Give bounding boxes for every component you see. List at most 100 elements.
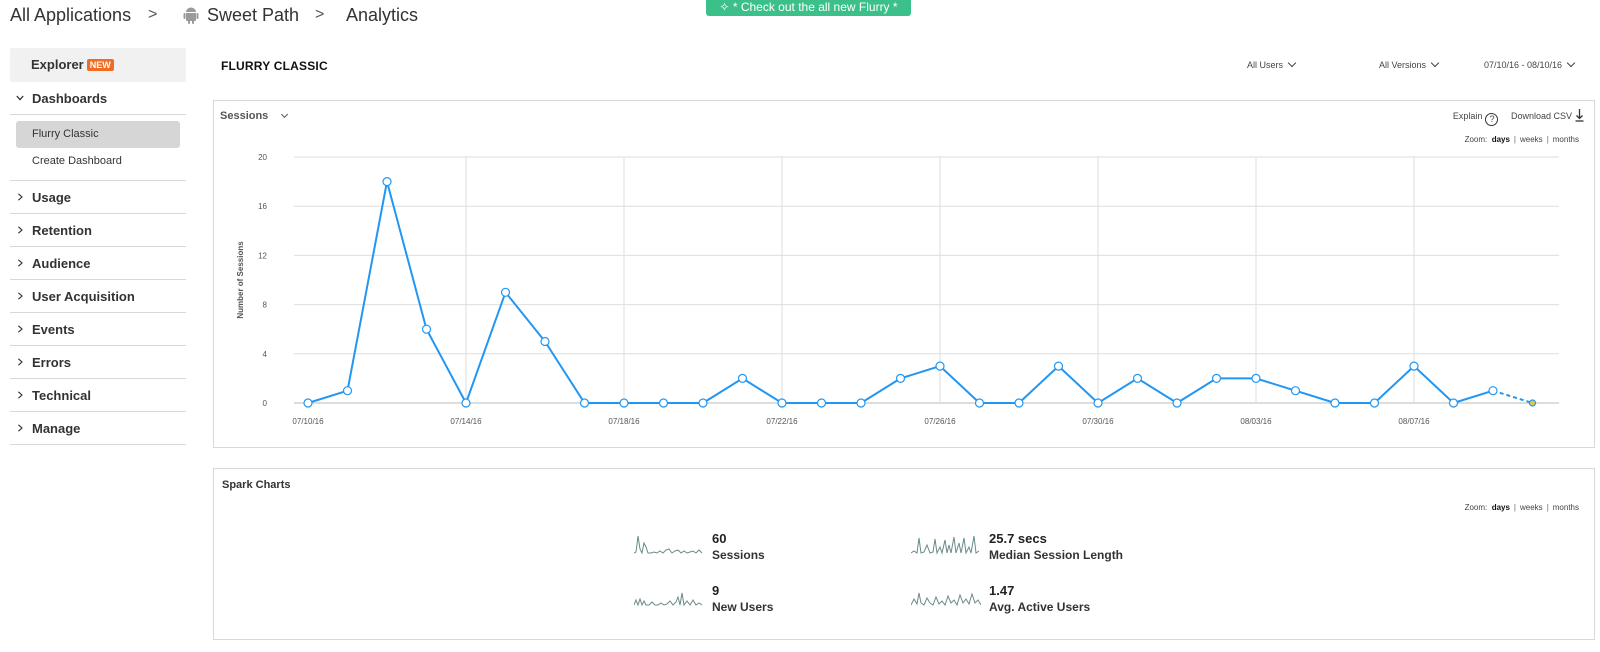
y-tick-label: 4 [263,350,268,359]
spark-value: 9 [712,583,720,598]
download-csv-link[interactable]: Download CSV [1511,109,1584,122]
help-icon: ? [1485,113,1499,126]
spark-avg-active-users[interactable]: 1.47 Avg. Active Users [911,583,1191,625]
sidebar-section-label: Usage [32,190,72,205]
zoom-label: Zoom: [1464,503,1488,512]
sparkline [911,592,981,607]
metric-dropdown[interactable]: Sessions [220,110,289,122]
sidebar-section-usage[interactable]: Usage [10,181,186,214]
sidebar-section-label: Events [32,322,75,337]
spark-sessions[interactable]: 60 Sessions [634,531,914,573]
chevron-right-icon [18,391,23,399]
y-tick-label: 0 [263,399,268,408]
chevron-right-icon [18,193,23,201]
sidebar-section-label: User Acquisition [32,289,135,304]
chevron-down-icon [1430,58,1440,68]
breadcrumb-all-applications[interactable]: All Applications [10,5,132,25]
data-point [540,336,550,347]
chevron-right-icon [18,325,23,333]
spark-label: Avg. Active Users [989,600,1091,614]
data-point [777,398,787,408]
data-point [1330,398,1340,408]
zoom-divider: | [1546,503,1549,512]
spark-median-session-length[interactable]: 25.7 secs Median Session Length [911,531,1191,573]
chevron-down-icon [1287,58,1297,68]
zoom-divider: | [1546,135,1549,144]
page-title: FLURRY CLASSIC [221,59,328,73]
zoom-months[interactable]: months [1552,135,1579,144]
promo-banner[interactable]: ✧ * Check out the all new Flurry * [706,0,911,16]
zoom-days[interactable]: days [1491,503,1510,512]
sparkline [911,535,980,555]
series-line [307,180,1494,404]
data-point [579,398,590,408]
spark-value: 1.47 [989,583,1015,598]
data-point [303,398,313,408]
spark-charts-title: Spark Charts [222,479,291,491]
sidebar-section-errors[interactable]: Errors [10,346,186,379]
users-filter[interactable]: All Users [1247,58,1297,70]
sidebar-section-user-acquisition[interactable]: User Acquisition [10,280,186,313]
chevron-down-icon [1566,58,1576,68]
y-tick-label: 12 [258,251,267,260]
data-point [1014,398,1024,408]
chevron-down-icon [16,95,24,101]
top-bar: All Applications > Sweet Path > Analytic… [0,0,1600,34]
explain-label: Explain [1452,111,1483,121]
data-point [342,386,353,396]
zoom-weeks[interactable]: weeks [1520,503,1543,512]
versions-filter[interactable]: All Versions [1379,58,1440,70]
breadcrumb-separator: > [148,6,158,23]
download-icon [1575,109,1584,122]
data-point [1409,361,1419,371]
data-point [1488,386,1498,396]
sidebar-item-flurry-classic[interactable]: Flurry Classic [16,121,180,148]
sidebar-section-dashboards[interactable]: Dashboards [10,82,186,115]
breadcrumb-sweet-path[interactable]: Sweet Path [207,5,300,25]
sidebar-item-label: Explorer [31,57,84,72]
y-tick-label: 20 [258,153,267,162]
sparkline [634,592,703,607]
spark-new-users[interactable]: 9 New Users [634,583,914,625]
versions-filter-label: All Versions [1379,60,1427,70]
data-point [895,373,906,383]
sidebar-item-explorer[interactable]: Explorer NEW [10,48,186,82]
chevron-right-icon [18,424,23,432]
sidebar-section-label: Retention [32,223,92,238]
data-point [658,398,669,408]
spark-value: 60 [712,531,727,546]
sidebar-section-retention[interactable]: Retention [10,214,186,247]
x-tick-label: 08/07/16 [1398,417,1430,426]
zoom-days[interactable]: days [1491,135,1510,144]
sidebar-section-manage[interactable]: Manage [10,412,186,445]
chart-zoom-controls: Zoom: days | weeks | months [1465,135,1579,144]
zoom-weeks[interactable]: weeks [1520,135,1543,144]
sidebar-section-label: Dashboards [32,91,108,106]
date-range-picker[interactable]: 07/10/16 - 08/10/16 [1484,58,1576,70]
sidebar-section-technical[interactable]: Technical [10,379,186,412]
zoom-divider: | [1513,503,1516,512]
chevron-right-icon [18,226,23,234]
y-tick-label: 16 [258,202,267,211]
zoom-months[interactable]: months [1552,503,1579,512]
sidebar-item-create-dashboard[interactable]: Create Dashboard [32,155,122,167]
x-tick-label: 07/10/16 [292,417,324,426]
y-axis-label: Number of Sessions [236,241,245,319]
sidebar-section-events[interactable]: Events [10,313,186,346]
explain-link[interactable]: Explain? [1452,111,1509,126]
promo-label: * Check out the all new Flurry * [732,0,898,14]
sparkle-icon: ✧ [719,0,730,14]
x-tick-label: 07/30/16 [1082,417,1114,426]
sidebar-section-audience[interactable]: Audience [10,247,186,280]
spark-zoom-controls: Zoom: days | weeks | months [1465,503,1579,512]
data-point [619,398,629,408]
data-point [1369,398,1380,408]
zoom-label: Zoom: [1464,135,1488,144]
spark-label: Sessions [712,548,765,562]
data-point [737,373,748,383]
spark-label: Median Session Length [989,548,1124,562]
chevron-right-icon [18,358,23,366]
sidebar-section-label: Audience [32,256,91,271]
sidebar-sections: Usage Retention Audience User Acquisition Ev… [10,181,186,445]
data-point [1093,398,1103,408]
